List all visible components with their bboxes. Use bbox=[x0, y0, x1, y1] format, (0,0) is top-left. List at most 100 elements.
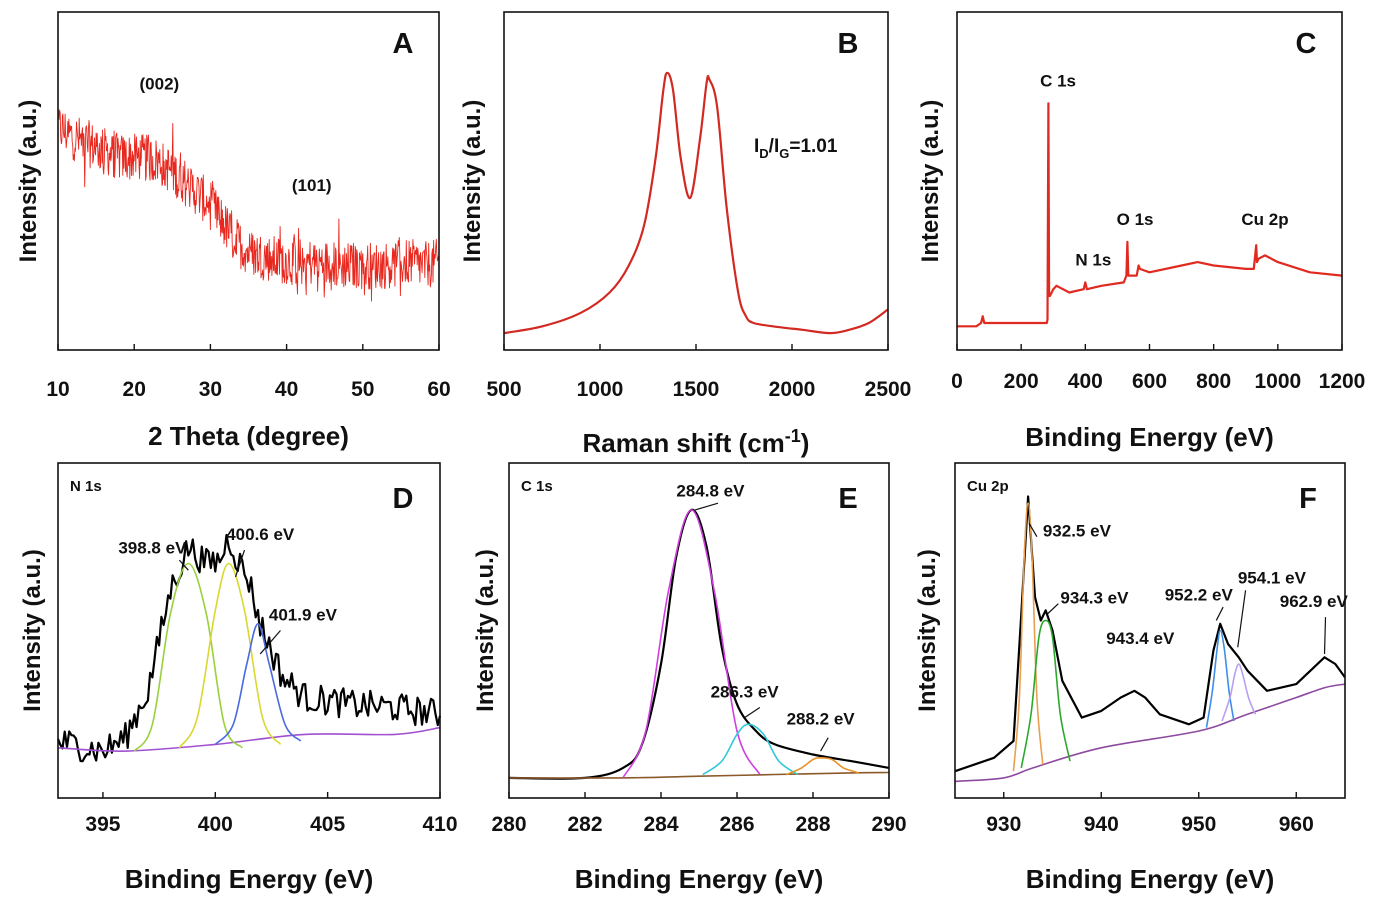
x-axis-label: Binding Energy (eV) bbox=[1026, 864, 1274, 894]
panel-C: 0 200 400 600 800 1000 1200 Intensity (a.u.) Bin… bbox=[917, 11, 1366, 452]
peak-annotation: 943.4 eV bbox=[1106, 629, 1175, 648]
series-F-952-2-ev bbox=[1205, 629, 1235, 728]
plot-frame bbox=[954, 462, 1346, 799]
series-C-survey bbox=[957, 102, 1343, 328]
x-tick-label: 800 bbox=[1196, 370, 1231, 393]
series-F-932-5-ev bbox=[1012, 502, 1044, 772]
x-tick-label: 60 bbox=[427, 378, 450, 401]
y-axis-label: Intensity (a.u.) bbox=[914, 549, 941, 712]
x-tick-label: 410 bbox=[422, 813, 457, 836]
peak-annotation: 398.8 eV bbox=[118, 538, 187, 557]
x-tick-label: 288 bbox=[795, 813, 830, 836]
series-E-286-3-ev bbox=[702, 723, 799, 776]
x-tick-label: 20 bbox=[123, 378, 146, 401]
series-E-288-2-ev bbox=[786, 757, 859, 776]
ratio-part: I bbox=[754, 136, 759, 157]
x-tick-label: 290 bbox=[871, 813, 906, 836]
x-tick-label: 10 bbox=[46, 378, 69, 401]
series-E-284-8-ev bbox=[622, 509, 761, 779]
ratio-part: /I bbox=[769, 136, 780, 157]
x-tick-label: 405 bbox=[310, 813, 345, 836]
leader-line bbox=[259, 630, 281, 655]
x-tick-label: 286 bbox=[719, 813, 754, 836]
x-tick-label: 40 bbox=[275, 378, 298, 401]
x-tick-label: 395 bbox=[85, 813, 120, 836]
x-tick-label: 0 bbox=[951, 370, 963, 393]
series-E-baseline bbox=[508, 771, 890, 779]
peak-annotation: 952.2 eV bbox=[1165, 585, 1234, 604]
peak-annotation: 286.3 eV bbox=[711, 683, 780, 702]
peak-annotation: 400.6 eV bbox=[226, 525, 295, 544]
x-axis-label: 2 Theta (degree) bbox=[148, 421, 349, 451]
plot-frame bbox=[508, 462, 890, 799]
x-tick-label: 960 bbox=[1279, 813, 1314, 836]
peak-annotation: C 1s bbox=[1040, 71, 1076, 90]
peak-annotation: Cu 2p bbox=[1241, 210, 1288, 229]
series-F-934-3-ev bbox=[1020, 619, 1071, 769]
y-axis-label: Intensity (a.u.) bbox=[917, 100, 944, 263]
peak-annotation: 934.3 eV bbox=[1060, 589, 1129, 608]
panel-A: 10 20 30 40 50 60 Intensity (a.u.) 2 Theta (deg… bbox=[15, 11, 451, 451]
leader-line bbox=[1237, 590, 1247, 648]
y-axis-label: Intensity (a.u.) bbox=[459, 100, 486, 263]
panel-letter: F bbox=[1299, 483, 1317, 515]
x-axis-label: Binding Energy (eV) bbox=[125, 864, 373, 894]
panel-letter: D bbox=[393, 483, 414, 515]
ratio-annotation: ID/IG=1.01 bbox=[754, 136, 838, 161]
corner-label: Cu 2p bbox=[967, 478, 1009, 495]
panel-letter: C bbox=[1296, 28, 1317, 60]
series-F-954-1-ev bbox=[1221, 663, 1257, 722]
panel-letter: B bbox=[838, 28, 859, 60]
peak-annotation: 954.1 eV bbox=[1238, 569, 1307, 588]
x-tick-label: 280 bbox=[491, 813, 526, 836]
x-tick-label: 1200 bbox=[1319, 370, 1366, 393]
series-F-baseline bbox=[954, 683, 1346, 783]
x-tick-label: 1500 bbox=[673, 378, 720, 401]
series-B-raman bbox=[503, 71, 889, 335]
panel-E: 280 282 284 286 288 290 Intensity (a.u.) Bindin… bbox=[472, 462, 907, 894]
panel-letter: E bbox=[838, 483, 857, 515]
peak-annotation: 401.9 eV bbox=[269, 605, 338, 624]
x-axis-label-close: ) bbox=[801, 428, 810, 458]
peak-annotation: 288.2 eV bbox=[787, 709, 856, 728]
peak-annotation: (002) bbox=[140, 75, 180, 94]
x-tick-label: 950 bbox=[1181, 813, 1216, 836]
peak-annotation: 932.5 eV bbox=[1043, 522, 1112, 541]
leader-line bbox=[1323, 617, 1327, 654]
x-axis-label: Raman shift (cm-1) bbox=[583, 426, 810, 458]
corner-label: C 1s bbox=[521, 478, 553, 495]
panel-letter: A bbox=[393, 28, 414, 60]
x-tick-label: 200 bbox=[1004, 370, 1039, 393]
series-D-baseline bbox=[57, 726, 441, 752]
y-axis-label: Intensity (a.u.) bbox=[15, 100, 42, 263]
peak-annotation: 284.8 eV bbox=[676, 482, 745, 501]
x-tick-label: 930 bbox=[986, 813, 1021, 836]
ratio-part: =1.01 bbox=[789, 136, 838, 157]
series-D-401-9-ev bbox=[214, 623, 302, 745]
panel-B: 500 1000 1500 2000 2500 Intensity (a.u.) Raman… bbox=[459, 11, 912, 458]
leader-line bbox=[1215, 606, 1224, 621]
peak-annotation: O 1s bbox=[1117, 210, 1154, 229]
x-tick-label: 50 bbox=[351, 378, 374, 401]
leader-line bbox=[234, 549, 246, 578]
panel-D: 395 400 405 410 Intensity (a.u.) Binding Ener… bbox=[19, 462, 458, 894]
series-D-raw bbox=[56, 533, 442, 763]
peak-annotation: (101) bbox=[292, 176, 332, 195]
leader-line bbox=[1028, 522, 1038, 538]
x-tick-label: 940 bbox=[1084, 813, 1119, 836]
x-tick-label: 282 bbox=[567, 813, 602, 836]
series-E-raw bbox=[508, 508, 890, 780]
panel-F: 930 940 950 960 Intensity (a.u.) Binding Ener… bbox=[914, 462, 1349, 894]
peak-annotation: 962.9 eV bbox=[1280, 592, 1349, 611]
x-axis-label: Binding Energy (eV) bbox=[1025, 422, 1273, 452]
x-tick-label: 500 bbox=[486, 378, 521, 401]
ratio-part: G bbox=[779, 146, 789, 161]
x-axis-label-sup: -1 bbox=[785, 426, 801, 446]
x-axis-label-main: Raman shift (cm bbox=[583, 428, 785, 458]
plot-frame bbox=[57, 11, 440, 351]
ratio-part: D bbox=[759, 146, 768, 161]
leader-line bbox=[695, 502, 719, 511]
x-tick-label: 2500 bbox=[865, 378, 912, 401]
